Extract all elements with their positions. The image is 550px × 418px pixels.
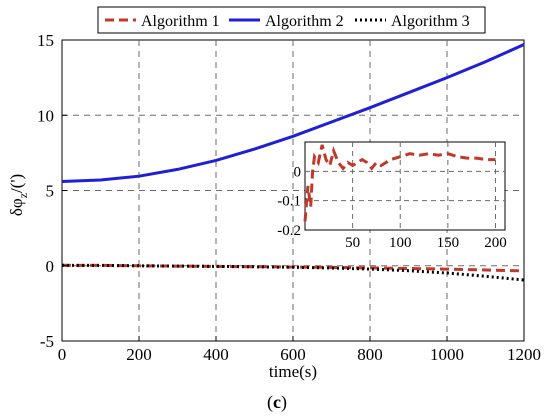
x-tick-label: 0 bbox=[58, 345, 67, 364]
series-line-algorithm-3 bbox=[61, 263, 525, 282]
y-tick-label: 5 bbox=[46, 182, 55, 201]
x-tick-label: 400 bbox=[203, 345, 229, 364]
inset-x-tick-label: 150 bbox=[437, 235, 460, 251]
legend-box bbox=[97, 6, 486, 34]
legend-label-algorithm-2: Algorithm 2 bbox=[265, 13, 344, 30]
caption-open: ( bbox=[267, 392, 273, 413]
series-inset bbox=[303, 144, 496, 222]
grid-inset bbox=[305, 142, 505, 230]
ticks-inset: 50 100 150 200 0 -0.1 -0.2 bbox=[277, 164, 506, 251]
series-line-algorithm-2 bbox=[61, 43, 525, 183]
x-tick-label: 1000 bbox=[430, 345, 464, 364]
y-tick-label: 10 bbox=[37, 106, 54, 125]
inset-y-tick-label: 0 bbox=[294, 164, 302, 180]
inset-y-tick-label: -0.2 bbox=[277, 223, 301, 239]
legend-label-algorithm-1: Algorithm 1 bbox=[141, 13, 220, 30]
caption-letter: c bbox=[273, 392, 281, 412]
legend-label-algorithm-3: Algorithm 3 bbox=[391, 13, 470, 30]
inset-x-tick-label: 200 bbox=[484, 235, 507, 251]
y-axis-label: δφz/(') bbox=[7, 174, 30, 216]
y-tick-label: 15 bbox=[37, 31, 54, 50]
series-main bbox=[61, 43, 525, 282]
svg-text:δφz/('): δφz/(') bbox=[7, 174, 30, 216]
x-axis-label: time(s) bbox=[269, 362, 317, 381]
x-tick-label: 200 bbox=[126, 345, 152, 364]
inset-x-tick-label: 100 bbox=[389, 235, 412, 251]
inset-x-tick-label: 50 bbox=[345, 235, 360, 251]
figure-caption: (c) bbox=[267, 392, 287, 413]
inset-plot-area bbox=[304, 141, 506, 231]
caption-close: ) bbox=[281, 392, 287, 413]
inset-y-tick-label: -0.1 bbox=[277, 194, 301, 210]
y-axis-label-suffix: /(') bbox=[7, 174, 26, 193]
x-tick-label: 800 bbox=[357, 345, 383, 364]
x-tick-label: 600 bbox=[280, 345, 306, 364]
x-tick-label: 1200 bbox=[507, 345, 541, 364]
legend: Algorithm 1 Algorithm 2 Algorithm 3 bbox=[97, 6, 486, 34]
y-axis-label-sub: z bbox=[16, 193, 30, 198]
inset-series-line bbox=[303, 144, 496, 222]
inset-chart: 50 100 150 200 0 -0.1 -0.2 bbox=[277, 141, 507, 251]
y-axis-label-base: δφ bbox=[7, 198, 26, 216]
y-tick-label: 0 bbox=[46, 257, 55, 276]
y-tick-label: -5 bbox=[40, 332, 54, 351]
